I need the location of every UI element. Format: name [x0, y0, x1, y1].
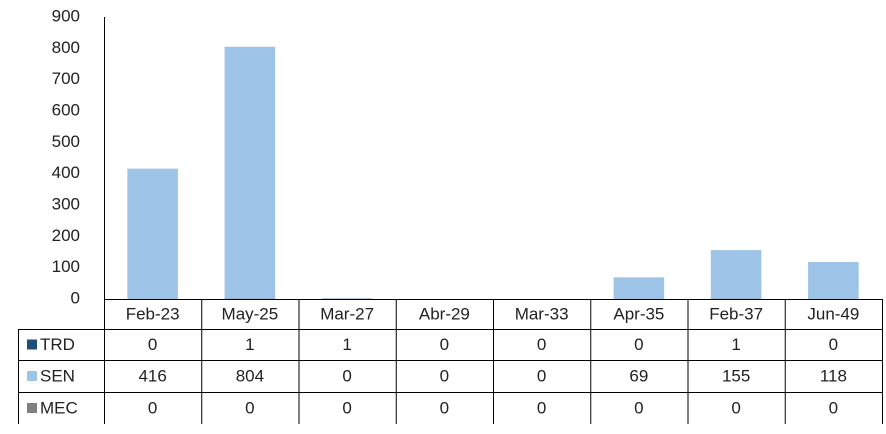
y-tick-label: 400 — [52, 163, 80, 182]
table-value: 0 — [440, 366, 449, 385]
legend-label: SEN — [40, 366, 75, 385]
bar — [808, 262, 859, 299]
bar — [127, 168, 178, 299]
table-value: 0 — [731, 398, 740, 417]
bar — [224, 46, 276, 299]
table-value: 0 — [537, 366, 546, 385]
table-value: 155 — [722, 366, 750, 385]
bar — [710, 250, 762, 299]
table-value: 0 — [829, 398, 838, 417]
y-tick-label: 900 — [52, 6, 80, 25]
legend-label: TRD — [40, 335, 75, 354]
y-tick-label: 0 — [71, 288, 80, 307]
table-value: 1 — [342, 335, 351, 354]
table-value: 0 — [245, 398, 254, 417]
legend-label: MEC — [40, 398, 78, 417]
table-value: 118 — [820, 366, 847, 385]
table-value: 0 — [148, 398, 157, 417]
table-value: 0 — [342, 366, 351, 385]
table-value: 0 — [440, 398, 449, 417]
x-tick-label: Mar-27 — [320, 304, 374, 323]
y-tick-label: 800 — [52, 38, 80, 57]
table-value: 804 — [236, 366, 264, 385]
bar — [613, 277, 665, 299]
y-tick-label: 500 — [52, 132, 80, 151]
y-tick-label: 700 — [52, 69, 80, 88]
x-tick-label: Abr-29 — [419, 304, 470, 323]
legend-swatch — [27, 339, 37, 350]
legend-swatch — [27, 403, 37, 413]
y-tick-label: 200 — [52, 226, 80, 245]
table-value: 1 — [731, 335, 740, 354]
x-tick-label: May-25 — [222, 304, 279, 323]
x-tick-label: Feb-37 — [709, 304, 763, 323]
table-value: 0 — [537, 335, 546, 354]
table-value: 0 — [148, 335, 157, 354]
table-value: 0 — [634, 398, 643, 417]
x-tick-label: Jun-49 — [807, 304, 859, 323]
y-tick-label: 600 — [52, 100, 80, 119]
table-value: 416 — [138, 366, 166, 385]
table-value: 0 — [829, 335, 838, 354]
table-value: 0 — [440, 335, 449, 354]
legend-swatch — [27, 371, 37, 381]
x-tick-label: Mar-33 — [515, 304, 569, 323]
x-tick-label: Feb-23 — [126, 304, 180, 323]
x-tick-label: Apr-35 — [613, 304, 664, 323]
table-value: 0 — [342, 398, 351, 417]
table-value: 69 — [629, 366, 648, 385]
y-tick-label: 300 — [52, 194, 80, 213]
y-tick-label: 100 — [52, 257, 80, 276]
table-value: 1 — [245, 335, 254, 354]
table-value: 0 — [537, 398, 546, 417]
table-value: 0 — [634, 335, 643, 354]
